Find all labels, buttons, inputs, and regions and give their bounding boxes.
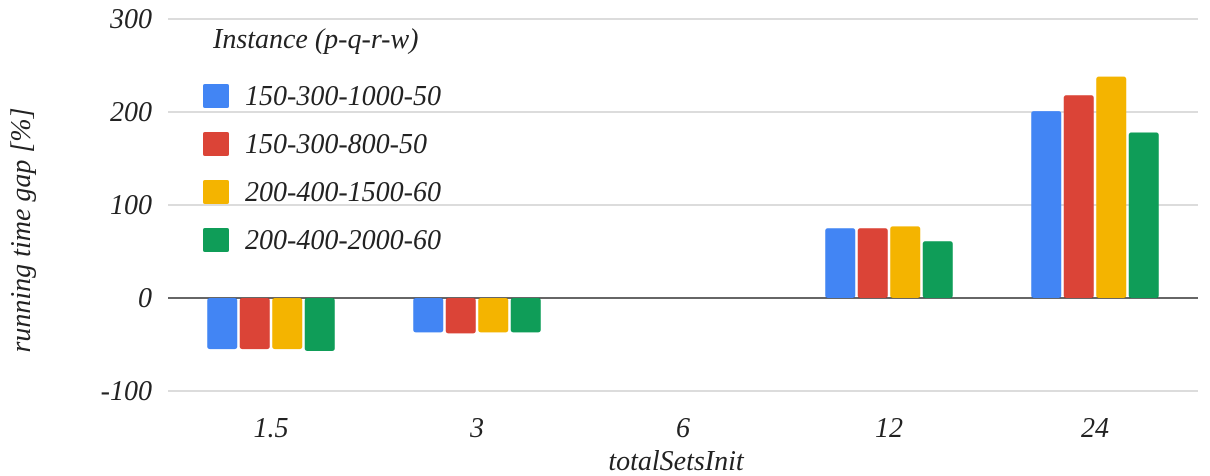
bar [890,226,921,298]
y-tick-label: -100 [101,376,152,407]
bar [922,241,953,298]
bar [478,298,509,333]
bar [304,298,335,352]
y-tick-labels: 300 200 100 0 -100 [101,4,152,407]
bar [1031,111,1062,298]
legend-title: Instance (p-q-r-w) [212,24,419,55]
bar [857,228,888,298]
bar [445,298,476,334]
legend-swatch [203,84,229,108]
y-tick-label: 300 [109,4,152,35]
bar [825,228,856,298]
y-tick-label: 200 [110,97,152,128]
y-tick-label: 100 [110,190,152,221]
x-tick-label: 1.5 [254,413,289,444]
bar [510,298,541,333]
bars [207,76,1159,352]
legend-label: 150-300-800-50 [245,129,427,160]
legend-label: 150-300-1000-50 [245,81,441,112]
legend-swatch [203,228,229,252]
y-axis-label: running time gap [%] [6,108,37,353]
legend-swatch [203,180,229,204]
x-tick-label: 24 [1081,413,1109,444]
legend-label: 200-400-2000-60 [245,225,441,256]
bar [207,298,238,350]
x-tick-label: 6 [676,413,690,444]
bar [272,298,303,350]
bar [1128,132,1159,298]
bar [1096,76,1127,298]
legend-label: 200-400-1500-60 [245,177,441,208]
bar [413,298,444,333]
x-tick-label: 3 [469,413,484,444]
x-tick-label: 12 [875,413,903,444]
bar [239,298,270,350]
y-tick-label: 0 [138,283,152,314]
legend-swatch [203,132,229,156]
gridlines [168,18,1198,392]
x-axis-label: totalSetsInit [608,446,745,476]
bar [1063,95,1094,298]
x-tick-labels: 1.5 3 6 12 24 [254,413,1110,444]
legend: Instance (p-q-r-w) 150-300-1000-50 150-30… [203,24,441,256]
